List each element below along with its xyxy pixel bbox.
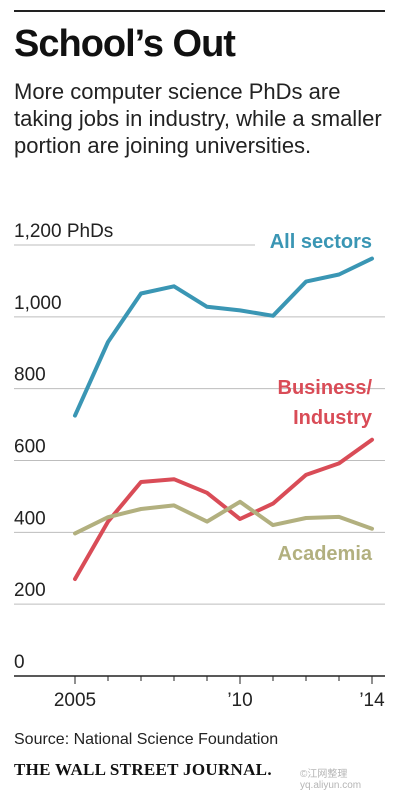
series-line-academia <box>73 499 374 536</box>
series-line-business-industry <box>73 437 374 581</box>
y-tick-label: 1,000 <box>14 293 62 314</box>
publisher-logo: THE WALL STREET JOURNAL. <box>14 760 272 779</box>
y-tick-label: 400 <box>14 508 46 529</box>
x-tick-label: ’14 <box>359 690 385 711</box>
series-label: All sectors <box>270 231 372 253</box>
series-label: Academia <box>278 543 373 565</box>
x-tick-label: 2005 <box>54 690 96 711</box>
y-tick-label: 0 <box>14 652 25 673</box>
x-tick-label: ’10 <box>227 690 252 711</box>
y-tick-label: 200 <box>14 580 46 601</box>
y-tick-label: 1,200 PhDs <box>14 221 113 242</box>
y-tick-label: 800 <box>14 365 46 386</box>
chart-subtitle: More computer science PhDs are taking jo… <box>14 79 382 158</box>
chart-title: School’s Out <box>14 23 236 65</box>
y-tick-label: 600 <box>14 437 46 458</box>
series-line-all-sectors <box>73 256 374 418</box>
line-chart: 0 200 400 600 800 1,000 1,200 PhDs 2005 ’10 ’14 Al… <box>14 221 385 711</box>
source-note: Source: National Science Foundation <box>14 731 279 748</box>
series-label: Business/Industry <box>278 377 373 429</box>
watermark: ©江网整理 yq.aliyun.com <box>300 769 362 791</box>
top-rule <box>14 10 385 12</box>
